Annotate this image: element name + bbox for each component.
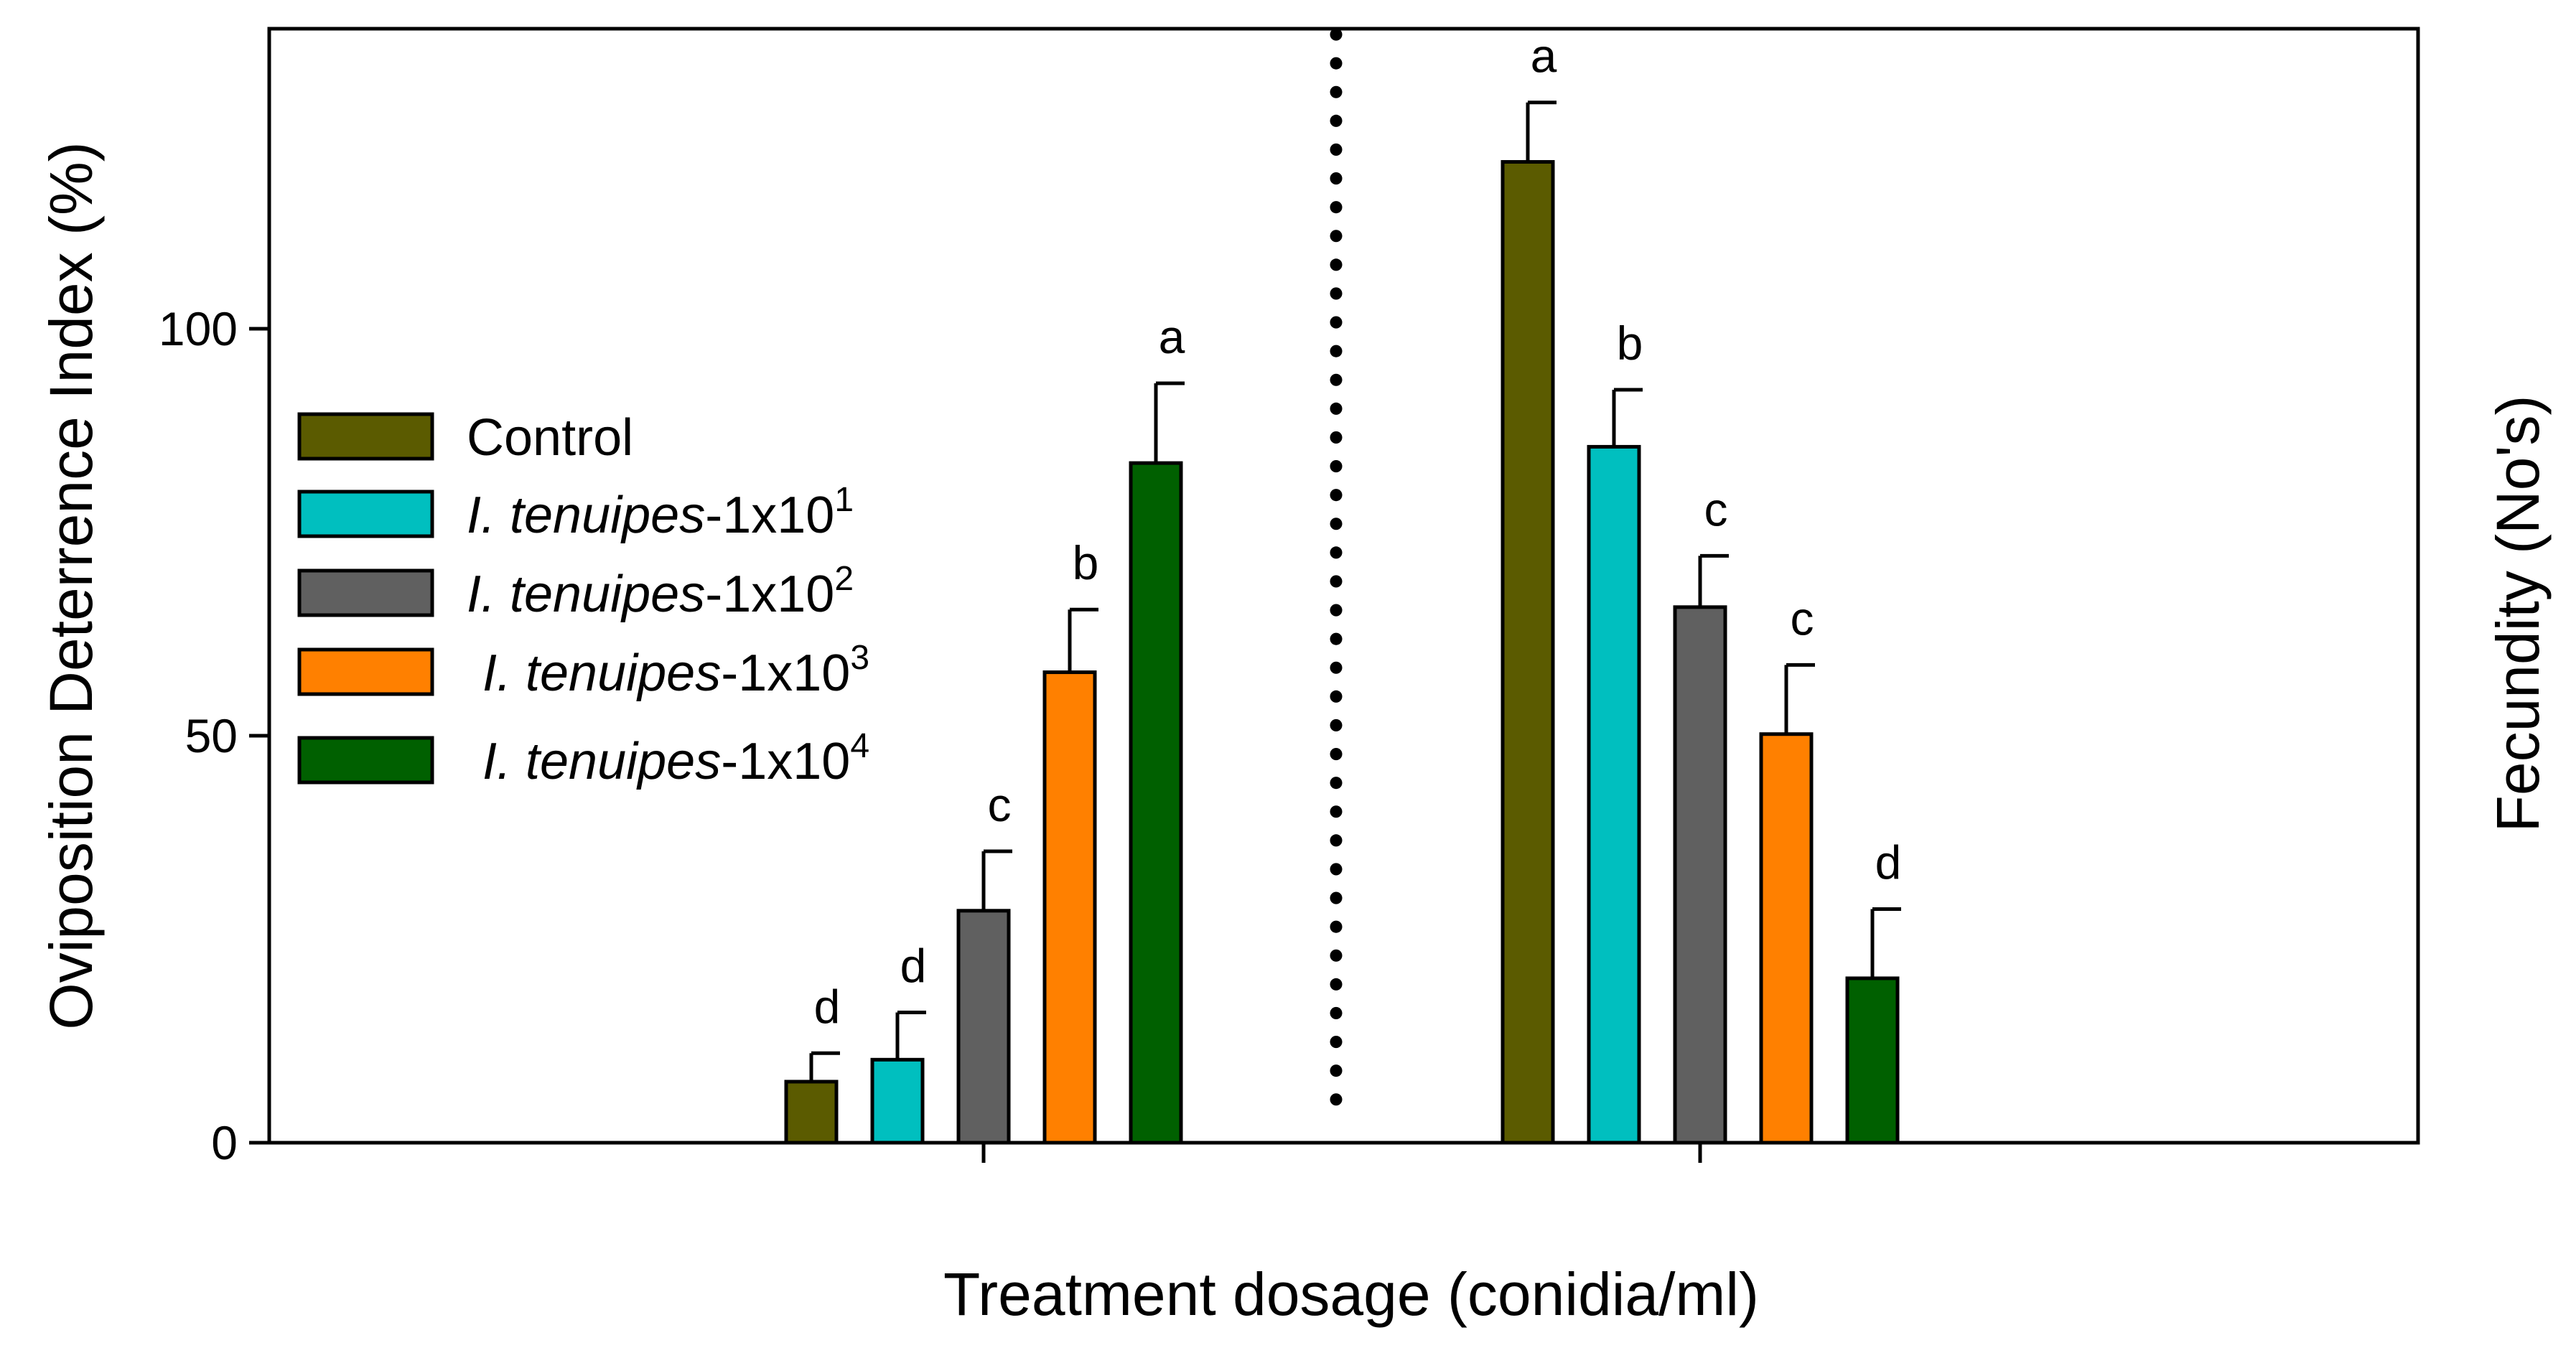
- x-axis-title: Treatment dosage (conidia/ml): [943, 1260, 1759, 1328]
- bars: d d c b a a b c c d: [784, 29, 1902, 1145]
- legend-swatch: [297, 568, 434, 617]
- significance-letter: a: [1531, 29, 1557, 83]
- plot-frame: [267, 27, 2420, 1145]
- bar-group-2: a b c c d: [1501, 29, 1902, 1145]
- significance-letter: c: [1704, 482, 1728, 535]
- bar: [1759, 732, 1814, 1145]
- significance-letter: d: [814, 980, 841, 1033]
- legend-swatch: [297, 647, 434, 696]
- legend-label: I. tenuipes-1x103: [482, 639, 869, 702]
- significance-letter: c: [988, 778, 1012, 831]
- significance-letter: a: [1159, 310, 1185, 363]
- legend-label: I. tenuipes-1x104: [482, 727, 869, 790]
- bar: [1501, 160, 1555, 1145]
- significance-letter: b: [1617, 317, 1643, 370]
- bar-group-1: d d c b a: [784, 310, 1185, 1145]
- legend-swatch: [297, 736, 434, 785]
- right-y-axis-title: Fecundity (No's): [2484, 395, 2552, 833]
- significance-letter: d: [900, 940, 927, 993]
- x-axis: [981, 1143, 1702, 1163]
- y-axis: 0 50 100: [159, 302, 269, 1169]
- bar: [1042, 670, 1097, 1145]
- bar: [1587, 444, 1641, 1145]
- legend-swatch: [297, 490, 434, 538]
- y-tick-label: 50: [185, 709, 238, 762]
- legend-label: I. tenuipes-1x101: [467, 481, 854, 544]
- legend: Control I. tenuipes-1x101 I. tenuipes-1x10…: [297, 409, 869, 790]
- significance-letter: c: [1791, 591, 1814, 645]
- legend-swatch: [297, 412, 434, 461]
- bar: [784, 1080, 839, 1145]
- legend-label: I. tenuipes-1x102: [467, 560, 854, 623]
- bar: [1845, 976, 1900, 1145]
- significance-letter: b: [1073, 536, 1099, 589]
- y-tick-label: 100: [159, 302, 238, 355]
- y-axis-title: Oviposition Deterrence Index (%): [37, 141, 105, 1029]
- bar: [1673, 605, 1727, 1145]
- significance-letter: d: [1875, 836, 1902, 889]
- bar: [956, 909, 1011, 1145]
- bar: [870, 1057, 925, 1145]
- bar: [1129, 461, 1183, 1145]
- y-tick-label: 0: [211, 1116, 238, 1169]
- legend-label: Control: [467, 409, 633, 467]
